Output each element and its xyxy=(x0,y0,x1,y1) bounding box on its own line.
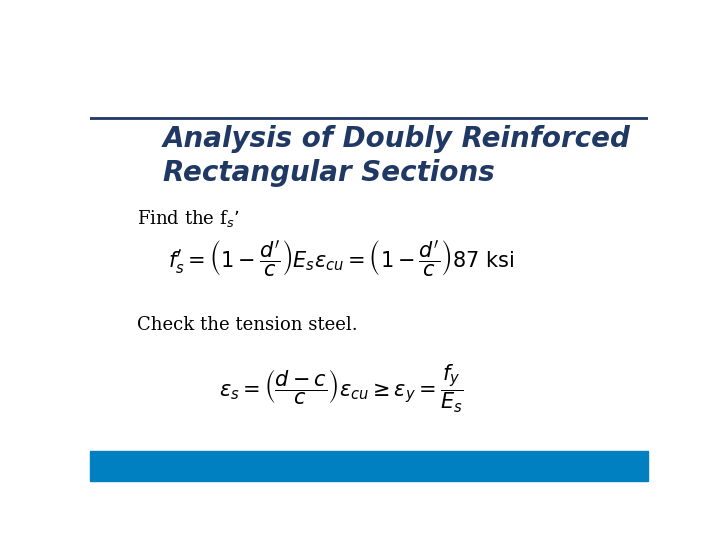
Text: Check the tension steel.: Check the tension steel. xyxy=(138,316,358,334)
Text: Analysis of Doubly Reinforced
Rectangular Sections: Analysis of Doubly Reinforced Rectangula… xyxy=(163,125,631,187)
Bar xyxy=(90,451,648,481)
Text: $f_s' = \left(1 - \dfrac{d'}{c}\right)E_s\varepsilon_{cu} = \left(1 - \dfrac{d'}: $f_s' = \left(1 - \dfrac{d'}{c}\right)E_… xyxy=(168,238,514,278)
Text: $\varepsilon_s = \left(\dfrac{d-c}{c}\right)\varepsilon_{cu} \geq \varepsilon_y : $\varepsilon_s = \left(\dfrac{d-c}{c}\ri… xyxy=(219,363,463,415)
Text: Find the f$_s$’: Find the f$_s$’ xyxy=(138,208,240,230)
